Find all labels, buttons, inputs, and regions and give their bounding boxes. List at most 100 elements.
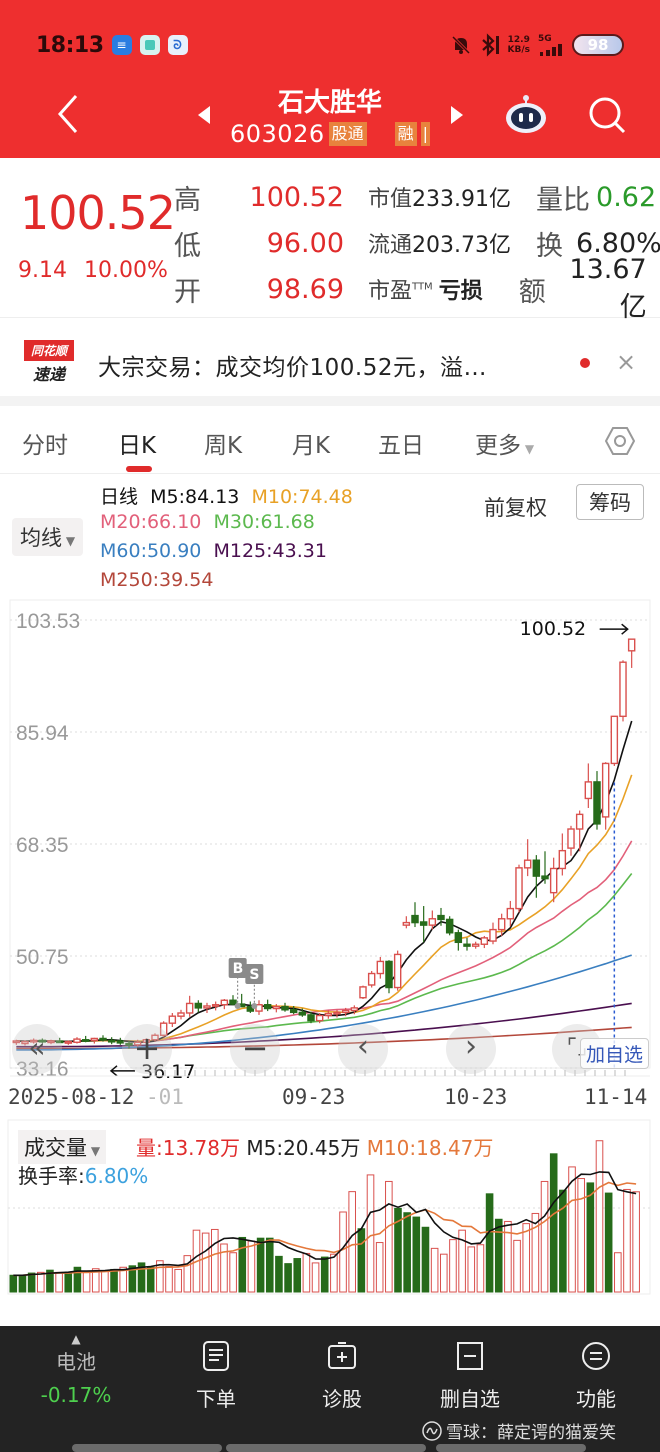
volume-bar xyxy=(449,1239,457,1293)
watermark: 雪球：薛定谔的猫爱笑 xyxy=(422,1418,616,1443)
last-price: 100.52 xyxy=(20,186,176,240)
svg-text:10-23: 10-23 xyxy=(444,1085,507,1109)
tab-daily[interactable]: 日K xyxy=(118,433,157,459)
volume-bar xyxy=(320,1256,329,1293)
volume-bar xyxy=(275,1255,283,1293)
stock-subtitle: 603026 股通 融 | xyxy=(230,120,431,148)
volume-bar xyxy=(513,1239,521,1293)
volume-bar xyxy=(522,1223,531,1293)
prev-stock-icon[interactable] xyxy=(196,104,212,126)
ai-robot-icon[interactable] xyxy=(504,94,548,134)
svg-text:85.94: 85.94 xyxy=(16,722,69,745)
remove-watchlist-button[interactable]: 删自选 xyxy=(430,1340,510,1412)
candle xyxy=(107,1039,116,1043)
index-ticker[interactable]: ▲ 电池 -0.17% xyxy=(36,1332,116,1407)
volume-bar xyxy=(485,1193,494,1293)
candle xyxy=(419,921,428,926)
tab-weekly[interactable]: 周K xyxy=(204,433,243,459)
tab-intraday[interactable]: 分时 xyxy=(22,433,68,459)
zoom-out-button[interactable]: − xyxy=(230,1024,280,1074)
candle xyxy=(281,1005,289,1011)
active-tab-indicator xyxy=(126,466,152,472)
chevron-down-icon: ▼ xyxy=(521,442,535,456)
volume-legend: 量:13.78万 M5:20.45万 M10:18.47万 xyxy=(136,1132,493,1161)
period-tabs: 分时 日K 周K 月K 五日 更多 ▼ xyxy=(0,406,660,474)
candle xyxy=(454,932,463,944)
ma-selector-button[interactable]: 均线 ▼ xyxy=(12,518,84,556)
ma30-value: M30:61.68 xyxy=(213,511,315,533)
candle xyxy=(497,918,506,931)
volume-bar xyxy=(366,1174,375,1293)
news-ticker[interactable]: 同花顺 速递 大宗交易：成交均价100.52元，溢… × xyxy=(0,318,660,406)
candle xyxy=(350,1007,359,1012)
volume-bar xyxy=(46,1269,54,1293)
candle xyxy=(168,1015,177,1024)
scroll-left-fast-button[interactable]: « xyxy=(12,1024,62,1074)
close-icon[interactable]: × xyxy=(616,348,637,376)
candle xyxy=(47,1040,55,1044)
candle xyxy=(463,943,471,947)
candle xyxy=(558,849,567,870)
volume-current: 量:13.78万 xyxy=(136,1136,240,1160)
ma-line-M10 xyxy=(16,774,633,1043)
volume-bar xyxy=(577,1178,585,1293)
volume-bar xyxy=(632,1191,640,1293)
add-watchlist-button[interactable]: 加自选 xyxy=(580,1038,650,1069)
tab-monthly[interactable]: 月K xyxy=(292,433,331,459)
quote-row-open: 开 98.69 市盈TTM 亏损 额 13.67亿 xyxy=(174,254,647,323)
search-icon[interactable] xyxy=(588,96,626,134)
stock-name: 石大胜华 xyxy=(277,88,382,118)
next-stock-icon[interactable] xyxy=(449,104,465,126)
indicator-selector-button[interactable]: 成交量 ▼ xyxy=(18,1130,107,1164)
mute-bell-icon xyxy=(451,35,470,55)
settings-hexagon-icon[interactable] xyxy=(605,426,635,456)
tag-hkconnect: 股通 xyxy=(328,122,367,146)
volume-bar xyxy=(568,1166,576,1293)
diagnose-kit-icon xyxy=(328,1342,356,1369)
tab-five-day[interactable]: 五日 xyxy=(378,433,424,459)
volume-bar xyxy=(311,1262,320,1293)
diagnose-button[interactable]: 诊股 xyxy=(312,1340,372,1412)
zoom-in-button[interactable]: + xyxy=(122,1024,172,1074)
candlestick-chart[interactable]: 103.53 85.94 68.35 50.75 33.16 100.52 36.17 B S 2… xyxy=(0,598,660,1118)
scroll-left-button[interactable]: ‹ xyxy=(338,1024,388,1074)
volume-bar xyxy=(375,1242,384,1293)
scroll-indicator xyxy=(436,1444,586,1452)
candle xyxy=(220,999,229,1006)
chips-button[interactable]: 筹码 xyxy=(576,484,644,520)
candle xyxy=(263,1004,272,1010)
svg-text:36.17: 36.17 xyxy=(141,1061,195,1083)
candle xyxy=(229,999,237,1005)
volume-bar xyxy=(174,1268,182,1293)
ma10-value: M10:74.48 xyxy=(251,486,353,508)
news-headline[interactable]: 大宗交易：成交均价100.52元，溢… xyxy=(98,355,487,381)
volume-bar xyxy=(385,1180,393,1293)
candle xyxy=(151,1034,159,1041)
candle xyxy=(341,1009,350,1014)
quote-panel: 100.52 9.14 10.00% 高 100.52 市值 233.91亿 量… xyxy=(0,158,660,323)
tab-more[interactable]: 更多 ▼ xyxy=(475,433,535,459)
back-arrow-icon[interactable] xyxy=(54,92,82,136)
notification-app-icon: ≡ xyxy=(111,35,132,55)
svg-text:11-14: 11-14 xyxy=(584,1085,647,1109)
ma-legend: 均线 ▼ 日线 M5:84.13 M10:74.48 M20:66.10 M30… xyxy=(0,474,660,598)
xueqiu-app-icon: ᘐ xyxy=(167,35,188,55)
volume-bar xyxy=(36,1271,45,1293)
up-triangle-icon: ▲ xyxy=(71,1332,81,1346)
ma-line-M60 xyxy=(16,954,632,1051)
volume-chart[interactable]: 成交量 ▼ 量:13.78万 M5:20.45万 M10:18.47万 换手率:… xyxy=(0,1118,660,1328)
adjust-mode-button[interactable]: 前复权 xyxy=(484,496,547,520)
volume-bar xyxy=(421,1226,430,1293)
functions-button[interactable]: 功能 xyxy=(566,1340,626,1412)
order-button[interactable]: 下单 xyxy=(186,1340,246,1412)
volume-bar xyxy=(101,1270,109,1293)
scroll-right-button[interactable]: › xyxy=(446,1024,496,1074)
candle xyxy=(601,762,610,818)
volume-bar xyxy=(614,1252,622,1293)
volume-bar xyxy=(458,1229,466,1293)
ma-line-M125 xyxy=(16,1002,632,1048)
volume-bar xyxy=(9,1274,18,1293)
remove-square-icon xyxy=(457,1342,483,1370)
volume-bar xyxy=(82,1271,91,1293)
svg-text:-01: -01 xyxy=(146,1085,184,1109)
